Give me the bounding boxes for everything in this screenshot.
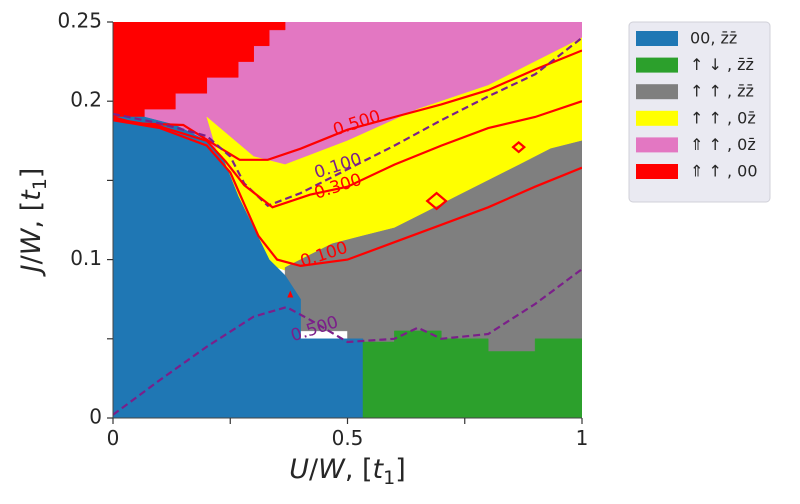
x-tick-label-4: 1 [576,426,589,450]
y-tick-label-4: 0.2 [70,88,102,112]
legend-swatch-pUu0 [636,137,678,153]
legend-label-pUu0: ⇑ ↑ , 0z̄ [690,135,756,154]
legend-label-p00: 00, z̄z̄ [690,29,737,48]
x-tick-label-0: 0 [107,426,120,450]
y-tick-label-2: 0.1 [70,246,102,270]
markers [287,140,527,298]
contour-line-3 [113,100,582,209]
y-axis-label: J/W, [t1] [16,168,51,278]
legend-label-pUu00: ⇑ ↑ , 00 [690,162,758,181]
y-tick-label-5: 0.25 [57,9,102,33]
legend-label-puu: ↑ ↑ , z̄z̄ [690,82,754,101]
legend: 00, z̄z̄ ↑ ↓ , z̄z̄ ↑ ↑ , z̄z̄ ↑ ↑ , 0z̄ ⇑ ↑… [628,21,771,203]
legend-label-pud: ↑ ↓ , z̄z̄ [690,55,754,74]
phase-region-pUu00 [113,22,286,118]
legend-swatch-pud [636,57,678,73]
legend-swatch-puu0 [636,110,678,126]
contour-line-2 [113,36,582,207]
legend-swatch-p00 [636,31,678,46]
phase-regions [113,22,582,418]
contour-island-1 [425,191,448,211]
legend-swatch-puu [636,84,678,100]
phase-region-pud [362,330,582,418]
contour-lines [113,36,582,416]
y-tick-label-0: 0 [89,405,102,429]
legend-label-puu0: ↑ ↑ , 0z̄ [690,108,756,127]
contour-line-4 [113,119,582,268]
contour-line-1 [113,49,582,161]
x-tick-label-2: 0.5 [332,426,364,450]
contour-line-5 [113,268,582,416]
contour-island-2 [511,140,527,154]
triangle-marker [287,290,294,298]
legend-swatch-pUu00 [636,164,678,179]
x-axis-label: U/W, [t1] [289,454,406,489]
